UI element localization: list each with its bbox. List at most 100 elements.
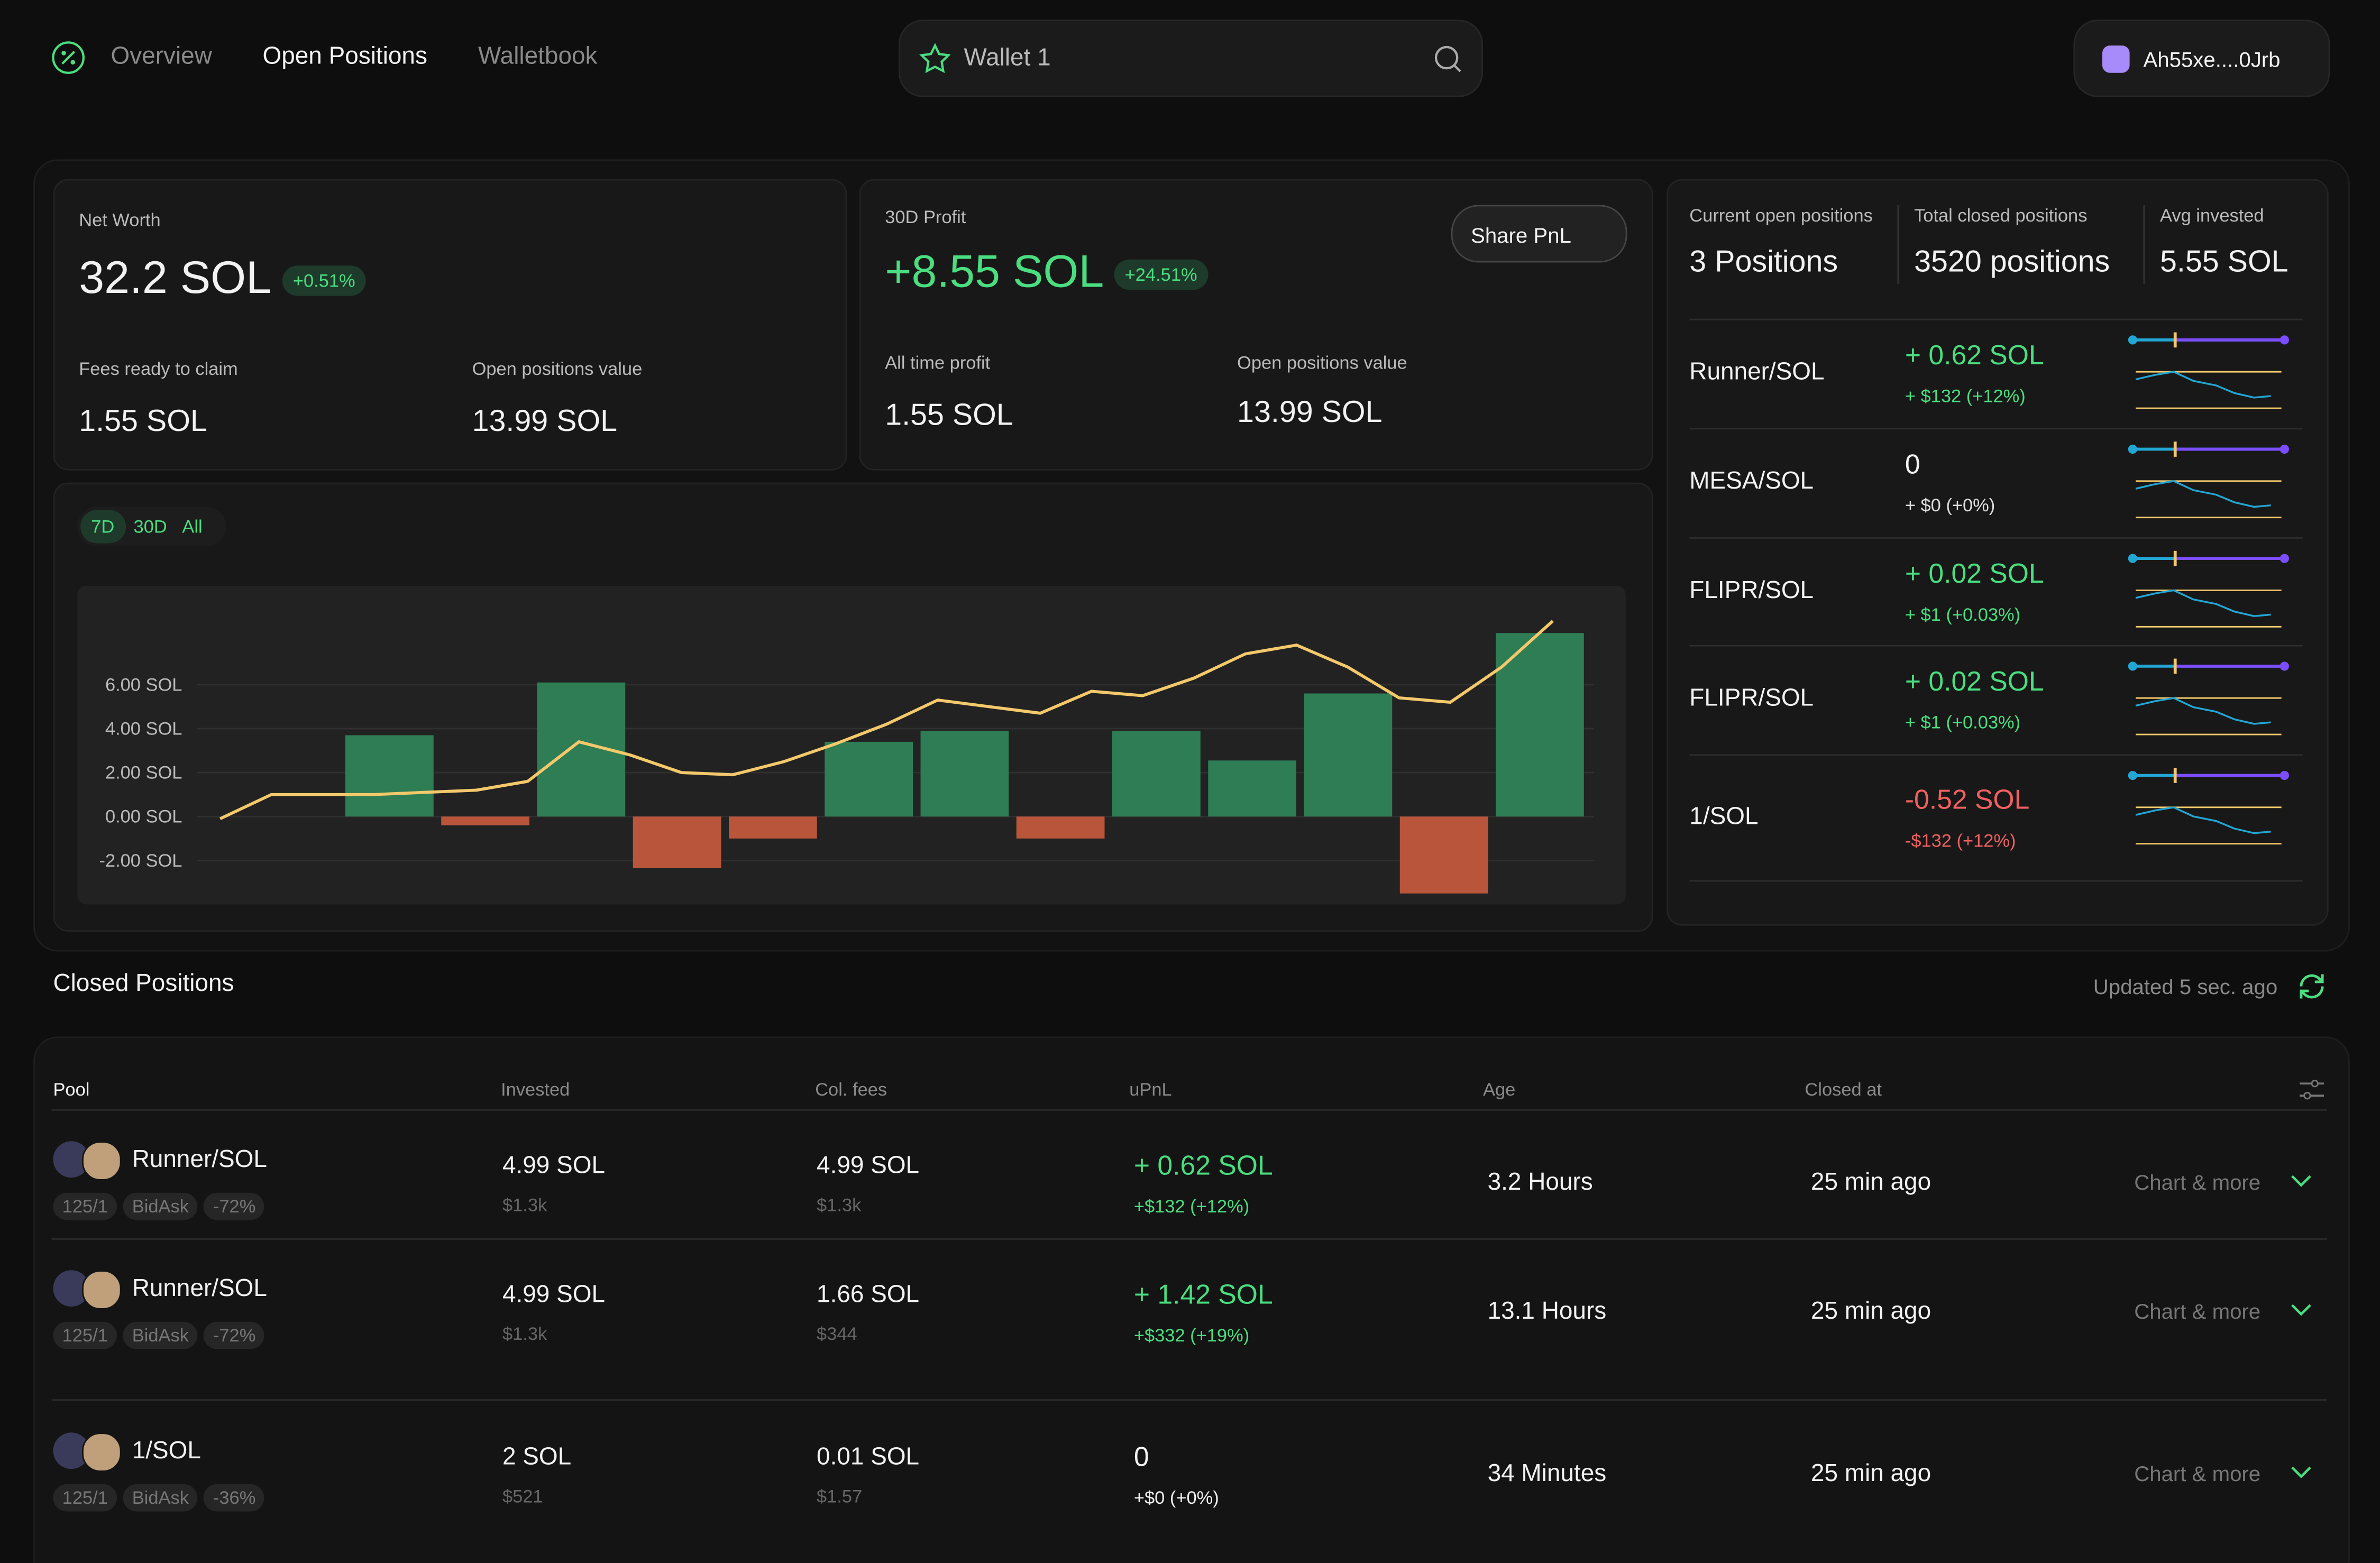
bar	[1208, 760, 1297, 817]
logo	[52, 41, 85, 74]
range-active	[80, 510, 126, 544]
expand-chevron[interactable]	[2291, 1466, 2311, 1478]
range-7d[interactable]: 7D	[91, 516, 115, 537]
pool-name: Runner/SOL	[1689, 360, 1825, 385]
wallet-address: Ah55xe....0Jrb	[2143, 47, 2281, 71]
bar	[633, 816, 721, 868]
summary-label: Total closed positions	[1914, 205, 2088, 226]
closed-title: Closed Positions	[53, 971, 234, 997]
row-divider	[1689, 645, 2303, 647]
fees: 1.55 SOL	[79, 405, 207, 439]
bar	[1016, 816, 1105, 839]
open-value: 13.99 SOL	[472, 405, 618, 439]
bar	[1304, 693, 1393, 817]
pnl: + 0.62 SOL	[1133, 1150, 1273, 1181]
tag: 125/1	[53, 1192, 117, 1220]
position-pnl: 0	[1905, 449, 1920, 480]
pool-name: MESA/SOL	[1689, 468, 1814, 495]
wallet-button[interactable]: Ah55xe....0Jrb	[2073, 20, 2330, 97]
row-divider	[1689, 754, 2303, 756]
age: 3.2 Hours	[1487, 1170, 1593, 1196]
column-header[interactable]: Invested	[501, 1079, 570, 1100]
range-30d[interactable]: 30D	[133, 516, 167, 537]
search-text: Wallet 1	[964, 45, 1051, 71]
summary-value: 3520 positions	[1914, 245, 2110, 280]
position-usd: + $132 (+12%)	[1905, 385, 2026, 407]
pool-name: Runner/SOL	[132, 1276, 267, 1302]
age: 13.1 Hours	[1487, 1299, 1607, 1325]
pnl: 0	[1133, 1441, 1149, 1472]
invested: 4.99 SOL	[502, 1153, 606, 1179]
star-icon	[919, 43, 951, 73]
chart-more[interactable]: Chart & more	[2134, 1461, 2261, 1486]
updated: Updated 5 sec. ago	[2093, 974, 2278, 999]
nav-walletbook[interactable]: Walletbook	[478, 44, 598, 70]
range-sparkline	[2128, 550, 2289, 628]
fees: 4.99 SOL	[817, 1153, 920, 1179]
summary-label: Avg invested	[2160, 205, 2264, 226]
column-header[interactable]: Closed at	[1805, 1079, 1882, 1100]
invested-usd: $521	[502, 1485, 543, 1507]
filter-icon[interactable]	[2298, 1078, 2326, 1102]
range-sparkline	[2128, 768, 2289, 845]
range-all[interactable]: All	[182, 516, 203, 537]
tags: 125/1 BidAsk -72%	[53, 1321, 271, 1349]
refresh-icon[interactable]	[2295, 970, 2328, 1003]
tag: -72%	[204, 1321, 265, 1349]
y-tick-label: 0.00 SOL	[105, 807, 182, 827]
profit: +8.55 SOL	[885, 247, 1104, 298]
invested-usd: $1.3k	[502, 1194, 547, 1216]
range-sparkline	[2128, 332, 2289, 409]
y-tick-label: -2.00 SOL	[99, 851, 182, 871]
tags: 125/1 BidAsk -36%	[53, 1484, 271, 1512]
search-icon	[1434, 45, 1461, 72]
summary-value: 3 Positions	[1689, 245, 1838, 280]
y-tick-label: 2.00 SOL	[105, 763, 182, 783]
range-sparkline	[2128, 658, 2289, 735]
nav-overview[interactable]: Overview	[111, 44, 212, 70]
fees: 0.01 SOL	[817, 1445, 920, 1471]
position-pnl: + 0.02 SOL	[1905, 558, 2044, 589]
position-usd: -$132 (+12%)	[1905, 830, 2016, 852]
nav-open-positions[interactable]: Open Positions	[262, 44, 427, 70]
fees: 1.66 SOL	[817, 1282, 920, 1308]
chart-more[interactable]: Chart & more	[2134, 1299, 2261, 1323]
column-header[interactable]: Col. fees	[815, 1079, 887, 1100]
wallet-icon	[2102, 45, 2130, 73]
chart-more[interactable]: Chart & more	[2134, 1170, 2261, 1194]
all-profit: 1.55 SOL	[885, 399, 1013, 433]
label: Open positions value	[1237, 352, 1407, 374]
invested-usd: $1.3k	[502, 1323, 547, 1345]
search-box[interactable]: Wallet 1	[899, 20, 1483, 97]
closed-at: 25 min ago	[1810, 1170, 1932, 1196]
bar	[441, 816, 530, 825]
position-pnl: + 0.02 SOL	[1905, 666, 2044, 697]
fees-usd: $1.3k	[817, 1194, 862, 1216]
column-header[interactable]: uPnL	[1129, 1079, 1172, 1100]
age: 34 Minutes	[1487, 1461, 1607, 1487]
token-icon	[81, 1141, 122, 1181]
y-tick-label: 6.00 SOL	[105, 675, 182, 695]
column-header[interactable]: Age	[1482, 1079, 1516, 1100]
row-divider	[51, 1238, 2327, 1240]
range-sparkline	[2128, 442, 2289, 519]
invested: 4.99 SOL	[502, 1282, 606, 1308]
label: 30D Profit	[885, 206, 966, 228]
position-pnl: + 0.62 SOL	[1905, 339, 2044, 371]
column-header[interactable]: Pool	[53, 1079, 90, 1100]
expand-chevron[interactable]	[2291, 1304, 2311, 1316]
net-worth: 32.2 SOL	[79, 253, 272, 304]
summary-label: Current open positions	[1689, 205, 1873, 226]
divider	[1897, 205, 1899, 284]
tag: BidAsk	[123, 1321, 198, 1349]
expand-chevron[interactable]	[2291, 1175, 2311, 1187]
change-pill: +24.51%	[1114, 259, 1208, 290]
share-button[interactable]: Share PnL	[1451, 205, 1627, 263]
fees-usd: $1.57	[817, 1485, 863, 1507]
tag: BidAsk	[123, 1484, 198, 1512]
summary-value: 5.55 SOL	[2160, 245, 2289, 280]
fees-usd: $344	[817, 1323, 857, 1345]
label: All time profit	[885, 352, 991, 374]
pnl-usd: +$0 (+0%)	[1133, 1487, 1219, 1509]
